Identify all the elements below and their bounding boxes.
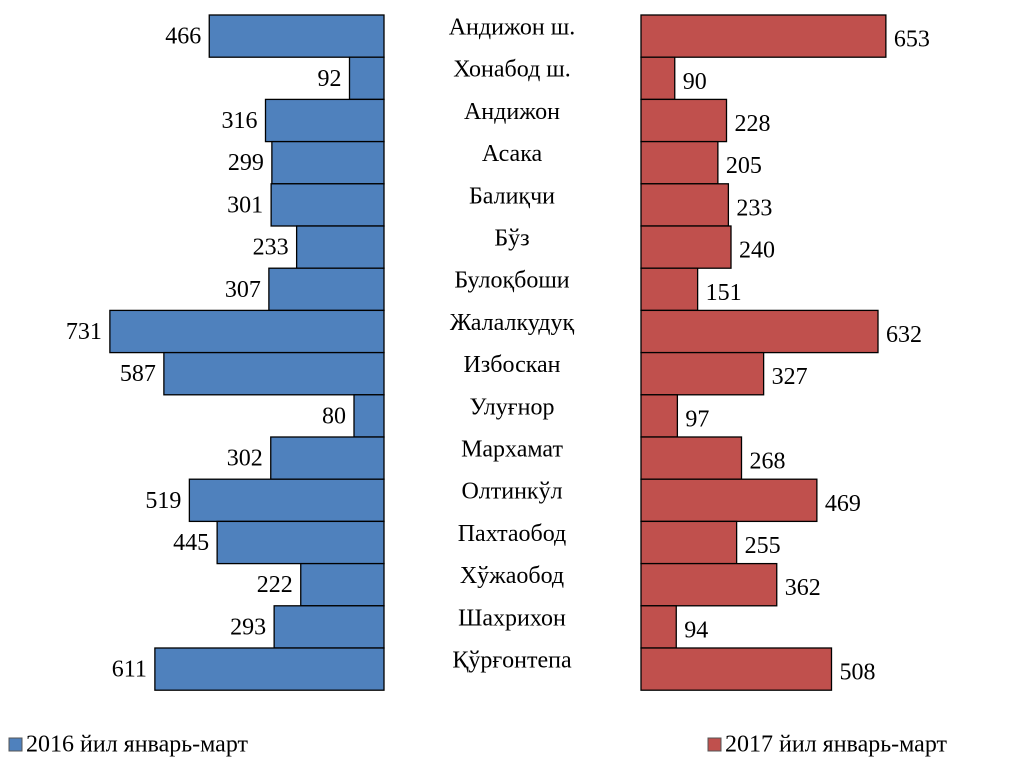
bar (353, 394, 385, 438)
value-label: 222 (257, 572, 293, 598)
bar (640, 478, 818, 523)
value-label: 233 (253, 235, 289, 261)
value-label: 90 (683, 69, 707, 95)
value-label: 301 (227, 192, 263, 218)
bar (300, 562, 385, 607)
category-label: Балиқчи (469, 183, 555, 209)
value-label: 508 (840, 660, 876, 686)
category-label: Булоқбоши (454, 268, 569, 294)
category-label: Шахрихон (458, 605, 566, 631)
value-label: 466 (165, 24, 201, 50)
bar (640, 647, 833, 691)
bar (640, 14, 887, 58)
legend-swatch (707, 737, 722, 752)
bar (640, 436, 743, 480)
value-label: 316 (222, 108, 258, 134)
bar (640, 183, 730, 227)
category-label: Жалалкудуқ (450, 310, 575, 336)
value-label: 362 (785, 575, 821, 601)
bar (640, 267, 699, 312)
legend-label: 2017 йил январь-март (725, 732, 948, 758)
bar (216, 520, 385, 565)
category-label: Андижон (464, 99, 560, 125)
category-label: Олтинкўл (461, 479, 562, 505)
bar (640, 605, 677, 649)
bar (640, 394, 679, 438)
category-label: Бўз (494, 226, 529, 252)
value-label: 327 (772, 364, 808, 390)
value-label: 151 (706, 280, 742, 306)
value-label: 632 (886, 322, 922, 348)
bar (268, 267, 385, 312)
category-label: Хонабод ш. (453, 57, 571, 83)
bar (163, 351, 385, 396)
value-label: 653 (894, 27, 930, 53)
bar (270, 436, 385, 480)
bar (188, 478, 385, 523)
category-label: Избоскан (463, 352, 560, 378)
value-label: 228 (735, 111, 771, 137)
value-label: 97 (685, 406, 709, 432)
bar (640, 56, 676, 101)
bar (271, 140, 385, 185)
bar (640, 225, 732, 269)
bar (264, 98, 385, 143)
value-label: 445 (173, 530, 209, 556)
bar (154, 647, 385, 691)
value-label: 255 (745, 533, 781, 559)
value-label: 307 (225, 277, 261, 303)
legend-label: 2016 йил январь-март (26, 732, 249, 758)
value-label: 293 (230, 614, 266, 640)
value-label: 611 (112, 657, 147, 683)
value-label: 205 (726, 153, 762, 179)
category-label: Улуғнор (470, 394, 555, 420)
bar (295, 225, 385, 269)
bar (348, 56, 385, 101)
value-label: 302 (227, 446, 263, 472)
value-label: 92 (318, 66, 342, 92)
bar (270, 183, 385, 227)
value-label: 519 (145, 488, 181, 514)
value-label: 94 (684, 617, 708, 643)
value-label: 233 (736, 195, 772, 221)
value-label: 731 (66, 319, 102, 345)
category-label: Асака (482, 141, 543, 167)
bar (273, 605, 385, 649)
value-label: 268 (750, 449, 786, 475)
bar (640, 520, 738, 565)
legend-swatch (8, 737, 23, 752)
category-label: Қўрғонтепа (452, 648, 572, 674)
value-label: 469 (825, 491, 861, 517)
value-label: 587 (120, 361, 156, 387)
bar (640, 562, 778, 607)
bar (640, 98, 728, 143)
bar (640, 140, 719, 185)
value-label: 299 (228, 150, 264, 176)
category-label: Хўжаобод (460, 563, 564, 589)
category-label: Андижон ш. (449, 15, 576, 41)
category-label: Мархамат (461, 437, 563, 463)
category-label: Пахтаобод (458, 521, 567, 547)
value-label: 80 (322, 403, 346, 429)
bar (640, 351, 765, 396)
bar (109, 309, 385, 354)
bar (640, 309, 879, 354)
bar (208, 14, 385, 58)
value-label: 240 (739, 238, 775, 264)
